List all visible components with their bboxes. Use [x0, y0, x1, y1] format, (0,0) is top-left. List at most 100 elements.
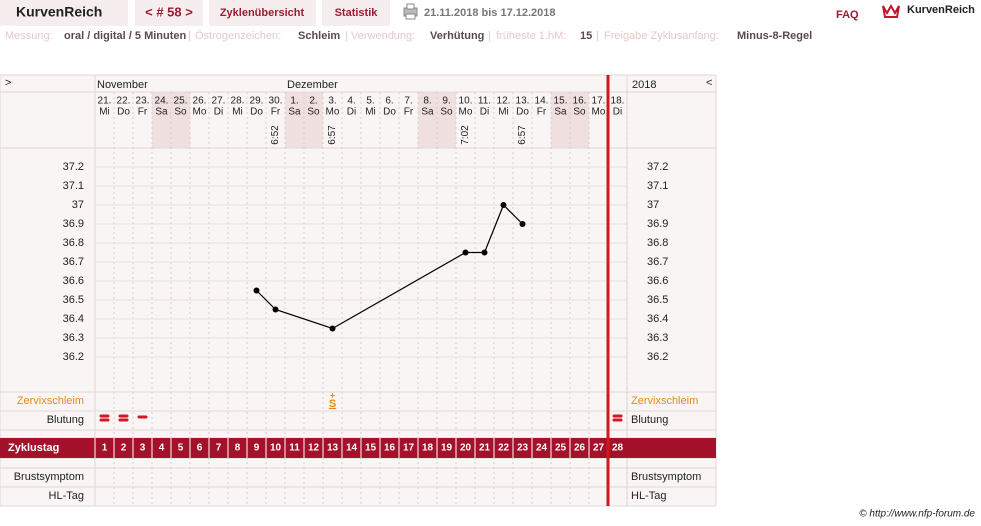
- cycle-nav[interactable]: < # 58 >: [145, 4, 193, 19]
- date: 7.: [404, 96, 412, 107]
- weekend-cell: [171, 92, 190, 148]
- date: 28.: [231, 96, 245, 107]
- cycle-day: 19: [441, 443, 453, 454]
- cycle-day: 5: [178, 443, 184, 454]
- table: 21.Mi22.Do23.Fr24.Sa25.So26.Mo27.Di28.Mi…: [0, 74, 717, 507]
- hl-label-right: HL-Tag: [631, 490, 666, 502]
- info-label: Messung:: [5, 30, 53, 42]
- weekday: Do: [516, 107, 529, 118]
- y-tick-label: 36.4: [63, 313, 84, 325]
- weekday: Mo: [592, 107, 606, 118]
- weekday: Di: [347, 107, 356, 118]
- weekday: Sa: [421, 107, 434, 118]
- cycle-day: 4: [159, 443, 165, 454]
- weekday: So: [174, 107, 187, 118]
- date: 17.: [592, 96, 606, 107]
- hl-label: HL-Tag: [49, 490, 84, 502]
- date: 25.: [174, 96, 188, 107]
- date: 21.: [98, 96, 112, 107]
- separator: |: [188, 30, 191, 42]
- cycle-day: 2: [121, 443, 127, 454]
- temperature-point: [481, 249, 488, 256]
- y-tick-label-right: 36.4: [647, 313, 668, 325]
- date: 4.: [347, 96, 355, 107]
- y-tick-label: 36.6: [63, 275, 84, 287]
- stats-link[interactable]: Statistik: [335, 7, 379, 19]
- date: 1.: [290, 96, 298, 107]
- date: 3.: [328, 96, 336, 107]
- overview-link[interactable]: Zyklenübersicht: [220, 7, 305, 19]
- cycle-day: 9: [254, 443, 260, 454]
- temperature-point: [519, 221, 526, 227]
- bleeding-dash: [137, 415, 148, 419]
- info-value: Minus-8-Regel: [737, 30, 812, 42]
- cycle-day: 8: [235, 443, 241, 454]
- y-tick-label-right: 36.7: [647, 256, 668, 268]
- footer: © http://www.nfp-forum.de: [859, 509, 975, 520]
- cycle-day: 25: [555, 443, 567, 454]
- cycle-day: 22: [498, 443, 510, 454]
- cycle-label: Zyklustag: [8, 442, 59, 454]
- y-tick-label-right: 36.3: [647, 332, 668, 344]
- cervical-label: Zervixschleim: [17, 395, 84, 407]
- y-tick-label-right: 36.8: [647, 237, 668, 249]
- cycle-day: 23: [517, 443, 529, 454]
- separator: |: [345, 30, 348, 42]
- weekday: Sa: [554, 107, 567, 118]
- date: 2.: [309, 96, 317, 107]
- date: 16.: [573, 96, 587, 107]
- info-label: Freigabe Zyklusanfang:: [604, 30, 719, 42]
- weekday: Sa: [155, 107, 168, 118]
- y-tick-label-right: 37: [647, 199, 659, 211]
- print-icon[interactable]: [403, 3, 418, 20]
- y-tick-label-right: 36.5: [647, 294, 668, 306]
- bleeding-dash: [612, 418, 623, 422]
- cycle-row: [0, 438, 716, 458]
- weekday: So: [573, 107, 586, 118]
- weekday: Mo: [326, 107, 340, 118]
- y-tick-label: 37.1: [63, 180, 84, 192]
- faq-link[interactable]: FAQ: [836, 9, 859, 21]
- bleeding-dash: [118, 414, 129, 418]
- month: November: [97, 79, 148, 91]
- info-label: Verwendung:: [351, 30, 415, 42]
- right-arrow[interactable]: <: [706, 77, 712, 89]
- stats-box[interactable]: [322, 0, 390, 26]
- year: 2018: [632, 79, 656, 91]
- cycle-day: 1: [102, 443, 108, 454]
- info-value: 15: [580, 30, 592, 42]
- info-value: Schleim: [298, 30, 340, 42]
- y-tick-label: 37.2: [63, 161, 84, 173]
- cervical-label-right: Zervixschleim: [631, 395, 698, 407]
- weekday: Di: [613, 107, 622, 118]
- weekday: Sa: [288, 107, 301, 118]
- temperature-point: [253, 287, 260, 294]
- weekday: So: [440, 107, 453, 118]
- weekday: Fr: [404, 107, 414, 118]
- separator: |: [596, 30, 599, 42]
- cycle-day: 10: [270, 443, 282, 454]
- measure-time: 6:57: [517, 125, 528, 145]
- logo-text[interactable]: KurvenReich: [907, 4, 975, 16]
- cycle-day: 3: [140, 443, 146, 454]
- overview-box[interactable]: [209, 0, 316, 26]
- logo-icon: [882, 3, 900, 18]
- left-arrow[interactable]: >: [5, 77, 11, 89]
- cycle-box[interactable]: [135, 0, 203, 26]
- cycle-day: 6: [197, 443, 203, 454]
- date: 26.: [193, 96, 207, 107]
- breast-label-right: Brustsymptom: [631, 471, 701, 483]
- y-tick-label: 36.2: [63, 351, 84, 363]
- weekend-cell: [418, 92, 437, 148]
- date: 9.: [442, 96, 450, 107]
- weekend-cell: [285, 92, 304, 148]
- weekday: Do: [383, 107, 396, 118]
- y-tick-label: 36.9: [63, 218, 84, 230]
- weekday: Mo: [193, 107, 207, 118]
- brand: KurvenReich: [16, 4, 102, 20]
- date: 6.: [385, 96, 393, 107]
- cervical-modifier: +: [330, 390, 335, 400]
